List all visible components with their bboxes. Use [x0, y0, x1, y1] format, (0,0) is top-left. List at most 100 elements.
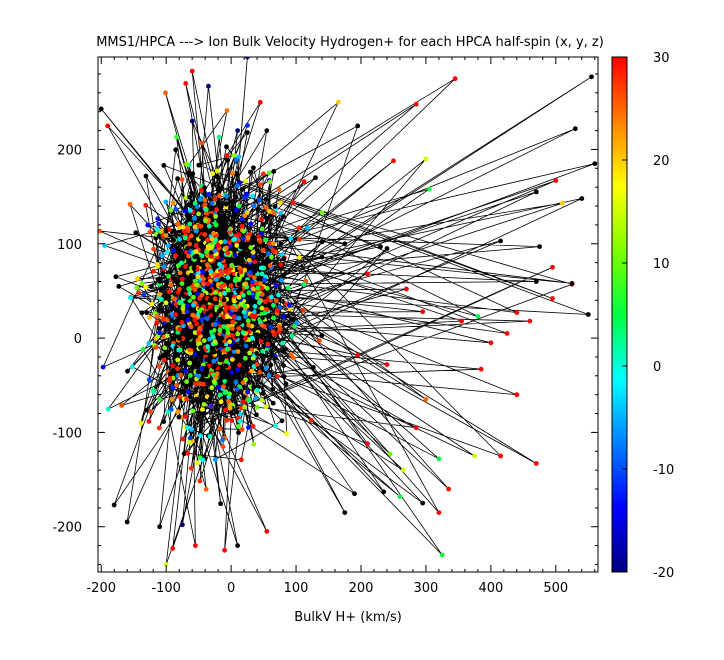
- data-point: [143, 284, 149, 290]
- data-point: [235, 128, 241, 134]
- data-point: [475, 314, 481, 319]
- data-point: [251, 203, 257, 209]
- data-point: [235, 183, 240, 189]
- data-point: [98, 228, 102, 234]
- data-point: [283, 381, 289, 387]
- data-point: [206, 83, 211, 89]
- data-point: [213, 374, 219, 380]
- data-point: [246, 397, 252, 402]
- data-point: [218, 222, 224, 228]
- data-point: [176, 414, 182, 420]
- data-point: [249, 306, 254, 312]
- data-point: [260, 247, 266, 253]
- data-point: [182, 235, 188, 241]
- data-point: [533, 461, 539, 466]
- data-point: [151, 268, 156, 274]
- data-point: [243, 355, 248, 361]
- data-point: [164, 333, 170, 339]
- data-point: [216, 308, 222, 314]
- data-point: [216, 350, 222, 355]
- data-point: [211, 379, 217, 385]
- data-point: [258, 265, 264, 271]
- data-point: [177, 394, 183, 400]
- data-point: [196, 354, 202, 360]
- data-point: [230, 200, 235, 205]
- data-point: [202, 192, 208, 197]
- data-point: [217, 261, 222, 267]
- data-point: [178, 372, 183, 378]
- data-point: [184, 396, 189, 402]
- data-point: [280, 348, 286, 354]
- data-point: [190, 358, 196, 363]
- x-tick-label: 300: [414, 581, 439, 596]
- data-point: [317, 338, 322, 344]
- data-point: [147, 315, 153, 320]
- data-point: [246, 290, 252, 296]
- data-point: [378, 244, 383, 250]
- data-point: [278, 210, 284, 216]
- data-point: [155, 262, 160, 267]
- data-point: [214, 277, 219, 282]
- data-point: [177, 286, 182, 292]
- data-point: [259, 285, 265, 291]
- data-point: [221, 297, 227, 303]
- data-point: [209, 329, 215, 335]
- data-point: [199, 234, 204, 240]
- data-point: [245, 123, 250, 128]
- data-point: [585, 312, 591, 317]
- data-point: [267, 332, 273, 338]
- data-point: [227, 391, 233, 397]
- data-point: [190, 408, 196, 414]
- data-point: [263, 205, 269, 210]
- data-point: [231, 153, 237, 158]
- data-point: [266, 313, 271, 319]
- data-point: [208, 213, 214, 219]
- data-point: [273, 298, 279, 304]
- colorbar-axis: -20 -10 0 10 20 30: [622, 51, 674, 581]
- data-point: [197, 308, 203, 314]
- data-point: [141, 292, 147, 297]
- data-point: [553, 178, 559, 184]
- data-point: [188, 373, 193, 378]
- data-point: [201, 381, 206, 387]
- data-point: [245, 130, 250, 135]
- data-point: [192, 317, 198, 323]
- data-point: [183, 81, 189, 86]
- data-point: [533, 189, 539, 195]
- data-point: [160, 228, 165, 234]
- data-point: [236, 294, 242, 300]
- data-point: [157, 524, 163, 530]
- data-point: [200, 262, 206, 267]
- data-point: [157, 355, 163, 361]
- data-point: [208, 403, 214, 409]
- data-point: [319, 210, 325, 216]
- data-point: [271, 315, 277, 321]
- data-point: [113, 274, 119, 280]
- data-point: [175, 263, 181, 269]
- data-point: [196, 256, 201, 262]
- data-point: [156, 233, 162, 239]
- data-point: [227, 405, 233, 411]
- data-point: [222, 290, 228, 296]
- data-point: [237, 362, 242, 368]
- data-point: [184, 379, 190, 385]
- data-point: [219, 276, 225, 282]
- data-point: [198, 187, 204, 193]
- data-point: [197, 478, 203, 484]
- data-point: [355, 352, 361, 358]
- data-point: [199, 292, 205, 298]
- data-point: [250, 253, 256, 259]
- data-point: [221, 384, 227, 389]
- data-point: [237, 320, 243, 326]
- data-point: [211, 230, 216, 236]
- data-point: [164, 250, 170, 255]
- data-point: [231, 256, 237, 262]
- data-point: [197, 197, 203, 202]
- data-point: [263, 259, 268, 265]
- data-point: [235, 367, 241, 373]
- data-point: [155, 216, 161, 222]
- data-point: [278, 200, 283, 206]
- data-point: [220, 444, 226, 450]
- data-point: [194, 282, 200, 288]
